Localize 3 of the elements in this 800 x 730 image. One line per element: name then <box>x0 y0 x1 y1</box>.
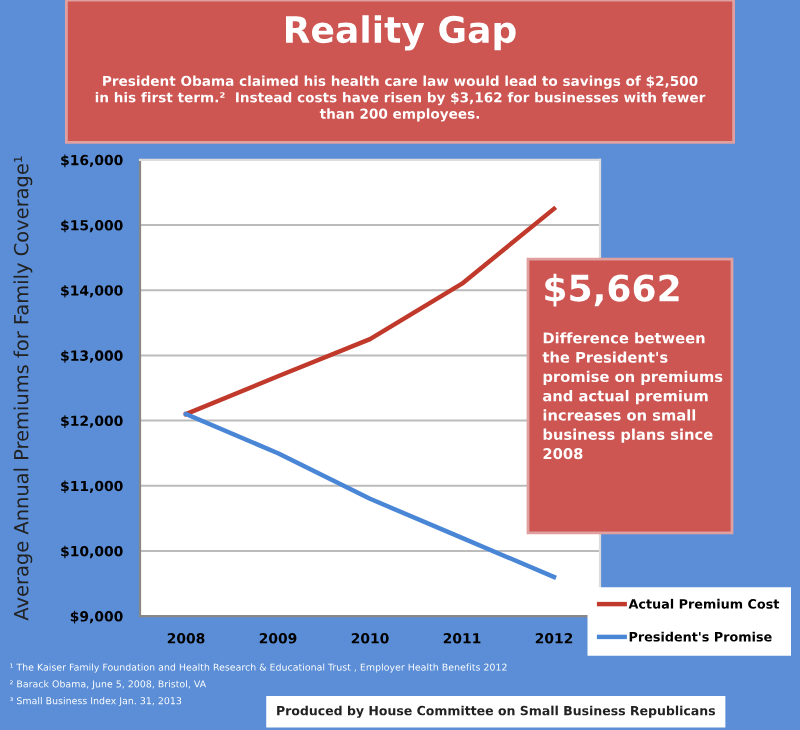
chart-title: Reality Gap <box>285 15 516 51</box>
y-axis-title: Average Annual Premiums for Family Coverage¹ <box>13 156 33 621</box>
annotation: $5,662 <box>545 273 679 307</box>
